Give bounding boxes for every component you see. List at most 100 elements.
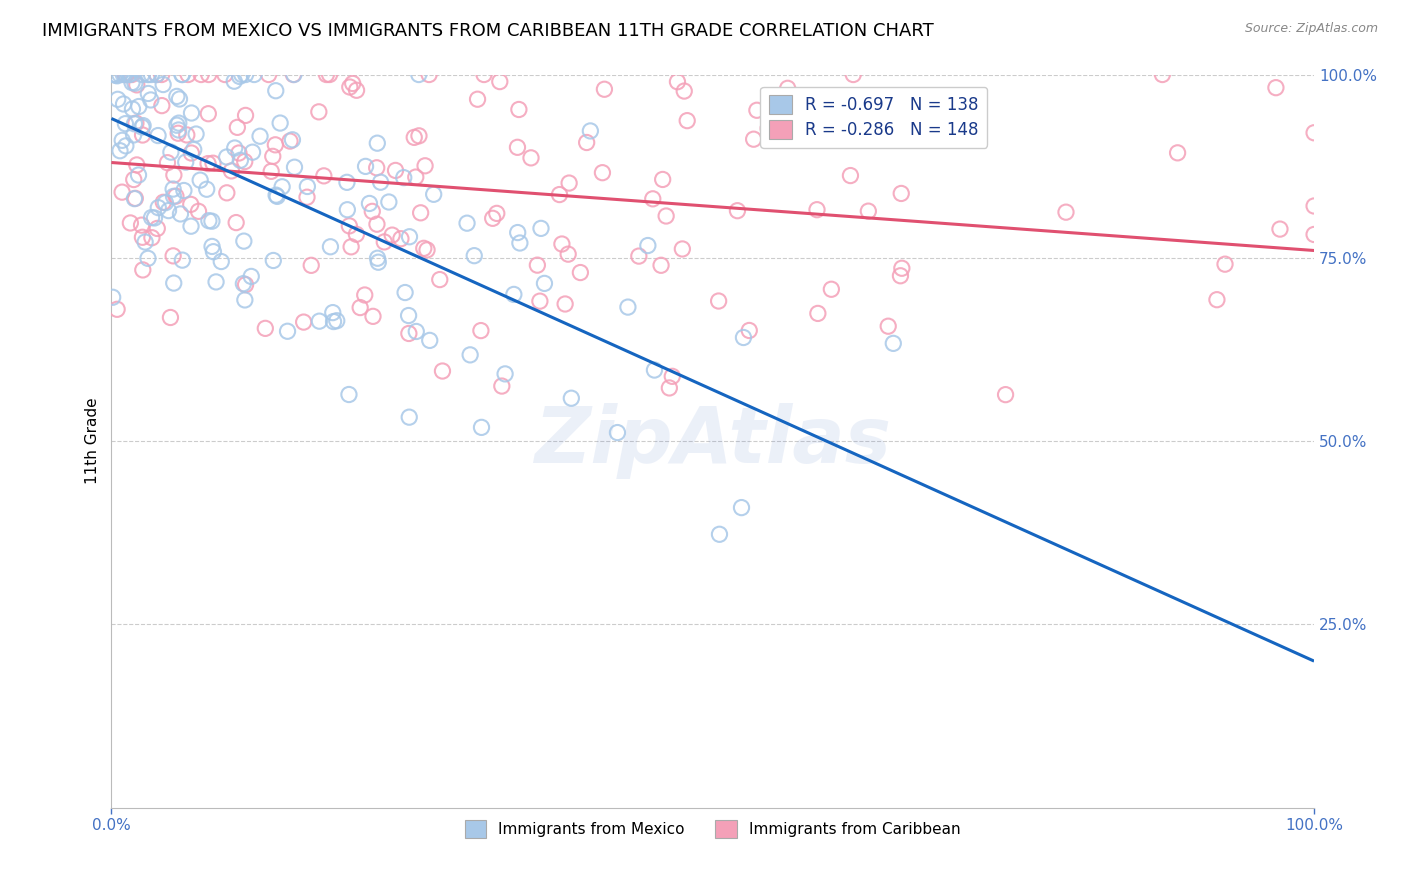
Point (579, 124, 602, 138)
Point (177, 68, 200, 82)
Point (201, 156, 224, 170)
Point (143, 211, 166, 225)
Point (114, 117, 136, 131)
Point (520, 151, 543, 165)
Point (299, 258, 322, 272)
Point (121, 68, 143, 82)
Point (312, 169, 335, 183)
Point (418, 68, 440, 82)
Point (278, 134, 301, 148)
Point (118, 68, 141, 82)
Point (1152, 68, 1174, 82)
Point (776, 81, 799, 95)
Point (1303, 126, 1326, 140)
Point (1303, 227, 1326, 242)
Point (125, 116, 148, 130)
Point (349, 301, 371, 315)
Point (404, 130, 426, 145)
Point (509, 235, 531, 250)
Point (569, 266, 592, 280)
Point (842, 68, 865, 82)
Point (156, 155, 179, 169)
Point (167, 123, 190, 137)
Point (877, 319, 900, 334)
Point (839, 169, 862, 183)
Point (146, 68, 169, 82)
Point (117, 68, 139, 82)
Point (467, 92, 489, 106)
Point (416, 243, 439, 257)
Point (184, 127, 207, 141)
Point (641, 192, 664, 206)
Point (170, 68, 193, 82)
Point (593, 82, 616, 96)
Point (807, 306, 830, 320)
Point (366, 136, 388, 151)
Point (152, 195, 174, 210)
Point (575, 136, 598, 150)
Point (136, 87, 159, 101)
Point (366, 217, 388, 231)
Point (101, 68, 124, 82)
Point (240, 269, 263, 284)
Point (412, 241, 434, 255)
Point (174, 155, 197, 169)
Point (361, 310, 384, 324)
Point (336, 175, 359, 189)
Point (533, 277, 555, 291)
Point (141, 230, 163, 244)
Point (136, 68, 159, 82)
Point (485, 206, 508, 220)
Point (121, 102, 143, 116)
Point (733, 330, 755, 344)
Point (890, 261, 912, 276)
Point (195, 182, 218, 196)
Point (146, 221, 169, 235)
Point (180, 197, 202, 211)
Point (627, 249, 650, 263)
Point (165, 189, 187, 203)
Point (651, 172, 673, 186)
Point (339, 80, 361, 95)
Point (308, 104, 330, 119)
Point (264, 84, 287, 98)
Point (297, 179, 319, 194)
Point (205, 275, 228, 289)
Point (183, 143, 205, 157)
Point (337, 219, 360, 233)
Point (529, 294, 551, 309)
Point (141, 211, 163, 225)
Point (394, 285, 416, 300)
Point (1213, 257, 1236, 271)
Point (264, 137, 287, 152)
Point (409, 206, 432, 220)
Point (121, 76, 143, 90)
Point (373, 235, 395, 249)
Point (122, 172, 145, 186)
Point (502, 287, 524, 301)
Point (231, 68, 253, 82)
Point (405, 325, 427, 339)
Point (322, 314, 344, 328)
Point (370, 175, 392, 189)
Point (131, 128, 153, 142)
Point (228, 70, 250, 84)
Point (655, 209, 678, 223)
Point (1264, 80, 1286, 95)
Point (197, 68, 219, 82)
Point (233, 293, 256, 307)
Point (209, 254, 232, 268)
Point (398, 229, 420, 244)
Point (111, 133, 134, 147)
Point (742, 132, 765, 146)
Point (152, 78, 174, 92)
Point (554, 297, 576, 311)
Point (235, 68, 257, 82)
Point (336, 202, 359, 217)
Point (269, 116, 291, 130)
Legend: Immigrants from Mexico, Immigrants from Caribbean: Immigrants from Mexico, Immigrants from … (458, 814, 967, 844)
Point (326, 314, 349, 328)
Point (756, 121, 779, 136)
Point (169, 92, 191, 106)
Point (188, 173, 211, 187)
